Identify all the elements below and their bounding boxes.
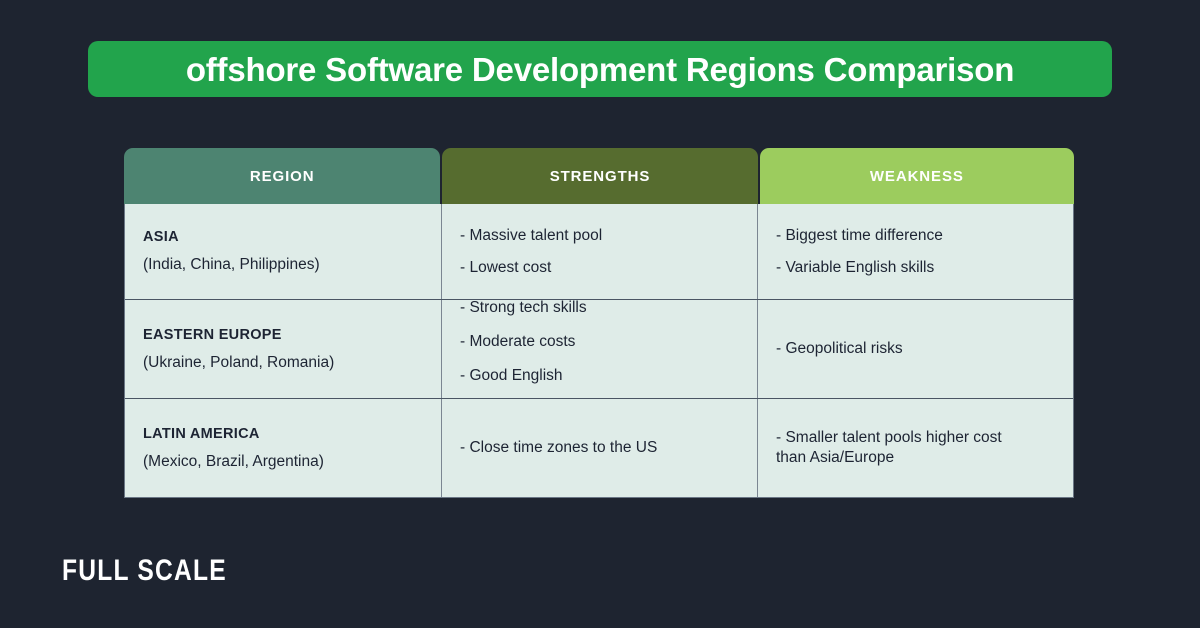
page-title: offshore Software Development Regions Co… bbox=[185, 50, 1015, 88]
weakness-item: - Geopolitical risks bbox=[776, 340, 903, 358]
table-row: ASIA (India, China, Philippines) - Massi… bbox=[125, 204, 1073, 300]
column-header-region-label: REGION bbox=[249, 167, 315, 185]
cell-strengths: - Strong tech skills - Moderate costs - … bbox=[442, 299, 758, 398]
weakness-item: - Smaller talent pools higher cost than … bbox=[776, 429, 1002, 466]
strength-item: - Massive talent pool bbox=[460, 226, 603, 244]
strength-item: - Close time zones to the US bbox=[460, 439, 658, 457]
weakness-item: - Biggest time difference bbox=[776, 226, 943, 244]
cell-weakness: - Geopolitical risks bbox=[758, 300, 1073, 398]
table-row: EASTERN EUROPE (Ukraine, Poland, Romania… bbox=[125, 299, 1073, 399]
region-countries: (India, China, Philippines) bbox=[143, 256, 320, 273]
cell-region: LATIN AMERICA (Mexico, Brazil, Argentina… bbox=[125, 399, 442, 497]
region-name: EASTERN EUROPE bbox=[143, 326, 282, 343]
region-name: LATIN AMERICA bbox=[143, 425, 260, 442]
cell-region: ASIA (India, China, Philippines) bbox=[125, 204, 442, 299]
column-header-weakness: WEAKNESS bbox=[759, 148, 1074, 204]
full-scale-logo: FULL SCALE bbox=[62, 554, 227, 587]
column-header-strengths-label: STRENGTHS bbox=[549, 167, 651, 185]
cell-strengths: - Massive talent pool - Lowest cost bbox=[442, 204, 758, 299]
column-header-strengths: STRENGTHS bbox=[442, 148, 758, 204]
table-body: ASIA (India, China, Philippines) - Massi… bbox=[124, 204, 1074, 498]
column-header-weakness-label: WEAKNESS bbox=[869, 167, 964, 185]
region-countries: (Ukraine, Poland, Romania) bbox=[143, 353, 335, 371]
title-banner: offshore Software Development Regions Co… bbox=[88, 41, 1112, 97]
cell-strengths: - Close time zones to the US bbox=[442, 399, 758, 497]
cell-weakness: - Biggest time difference - Variable Eng… bbox=[758, 204, 1073, 299]
table-row: LATIN AMERICA (Mexico, Brazil, Argentina… bbox=[125, 399, 1073, 497]
table-header-row: REGION STRENGTHS WEAKNESS bbox=[124, 148, 1074, 204]
cell-weakness: - Smaller talent pools higher cost than … bbox=[758, 399, 1073, 497]
strength-item: - Moderate costs bbox=[460, 333, 576, 351]
strength-item: - Good English bbox=[460, 366, 563, 384]
column-header-region: REGION bbox=[124, 148, 441, 204]
strength-item: - Strong tech skills bbox=[460, 299, 587, 317]
cell-region: EASTERN EUROPE (Ukraine, Poland, Romania… bbox=[125, 300, 442, 398]
strength-item: - Lowest cost bbox=[460, 258, 552, 276]
weakness-item: - Variable English skills bbox=[776, 258, 935, 276]
region-name: ASIA bbox=[143, 229, 179, 245]
comparison-table: REGION STRENGTHS WEAKNESS ASIA (India, C… bbox=[124, 148, 1074, 498]
region-countries: (Mexico, Brazil, Argentina) bbox=[143, 452, 324, 470]
